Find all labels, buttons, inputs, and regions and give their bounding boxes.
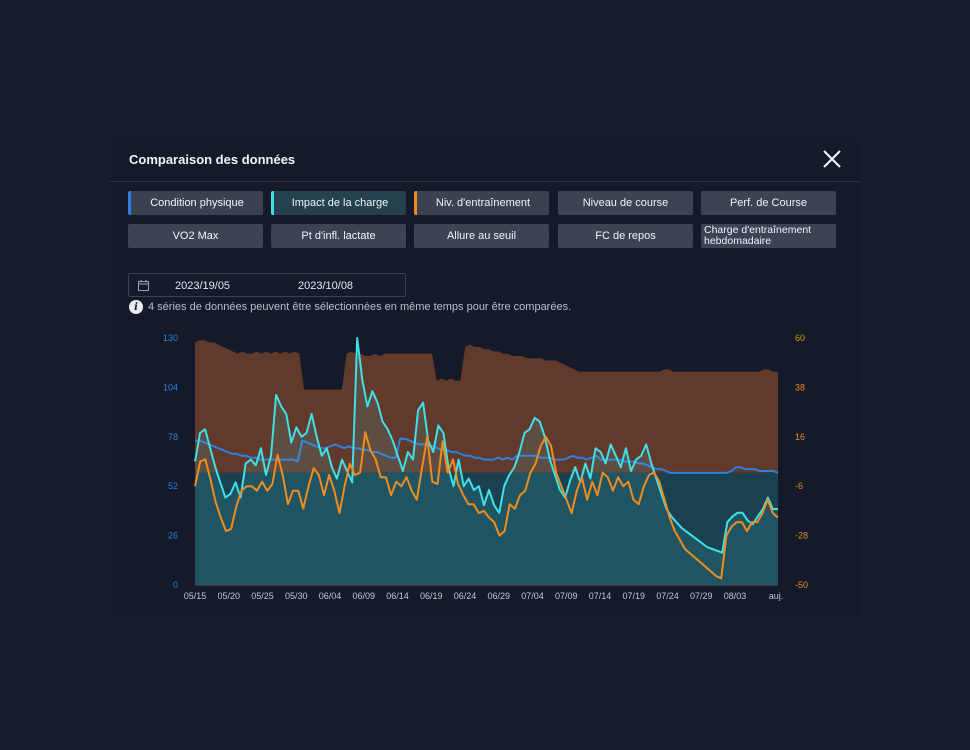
x-tick-label: 08/03 (724, 591, 747, 601)
filter-condition-physique[interactable]: Condition physique (128, 191, 263, 215)
filter-allure-au-seuil[interactable]: Allure au seuil (414, 224, 549, 248)
x-tick-label: 07/14 (589, 591, 612, 601)
filter-label: Condition physique (150, 196, 244, 209)
series-niv-entrainement-line (194, 431, 779, 580)
filter-niveau-de-course[interactable]: Niveau de course (558, 191, 693, 215)
filter-label: VO2 Max (172, 229, 219, 242)
y-left-tick-label: 78 (168, 432, 178, 442)
filter-label: Niveau de course (582, 196, 669, 209)
filter-vo2-max[interactable]: VO2 Max (128, 224, 263, 248)
x-tick-label: 07/09 (555, 591, 578, 601)
filter-label: Perf. de Course (729, 196, 808, 209)
info-text: 4 séries de données peuvent être sélecti… (148, 301, 572, 313)
filter-label: Allure au seuil (446, 229, 517, 242)
area-positive-region (195, 340, 778, 473)
filter-label: Impact de la charge (291, 196, 389, 209)
x-tick-label: 06/19 (420, 591, 443, 601)
x-tick-label: 07/19 (623, 591, 646, 601)
x-tick-label: 06/24 (454, 591, 477, 601)
filter-fc-de-repos[interactable]: FC de repos (558, 224, 693, 248)
header-divider (110, 181, 860, 182)
x-tick-label: 05/25 (251, 591, 274, 601)
modal-title: Comparaison des données (129, 152, 296, 167)
x-tick-label: 06/14 (386, 591, 409, 601)
filter-label: Charge d'entraînement hebdomadaire (704, 224, 812, 247)
calendar-icon (138, 280, 149, 291)
x-tick-label: 06/29 (488, 591, 511, 601)
info-note: i 4 séries de données peuvent être sélec… (129, 299, 571, 315)
y-right-tick-label: 38 (795, 382, 805, 392)
y-left-tick-label: 104 (163, 382, 178, 392)
x-tick-label: 07/04 (521, 591, 544, 601)
x-tick-label: 07/29 (690, 591, 713, 601)
info-icon: i (129, 300, 143, 314)
start-date[interactable]: 2023/19/05 (175, 280, 231, 292)
x-tick-label: 05/30 (285, 591, 308, 601)
filter-charge-entrainement-hebdomadaire[interactable]: Charge d'entraînement hebdomadaire (701, 224, 836, 248)
x-tick-label: 06/09 (353, 591, 376, 601)
x-tick-label: 06/04 (319, 591, 342, 601)
series-impact-charge-line-fill (195, 338, 778, 585)
series-condition-physique-line (195, 437, 779, 474)
series-impact-charge-line (194, 337, 778, 554)
y-left-tick-label: 0 (173, 580, 178, 590)
x-tick-label: auj. (769, 591, 784, 601)
x-tick-label: 05/15 (184, 591, 207, 601)
y-left-tick-label: 26 (168, 531, 178, 541)
y-right-tick-label: -50 (795, 580, 808, 590)
filter-pt-infl-lactate[interactable]: Pt d'infl. lactate (271, 224, 406, 248)
y-right-tick-label: -6 (795, 481, 803, 491)
filter-perf-de-course[interactable]: Perf. de Course (701, 191, 836, 215)
y-right-tick-label: -28 (795, 531, 808, 541)
filter-niv-entrainement[interactable]: Niv. d'entraînement (414, 191, 549, 215)
y-right-tick-label: 16 (795, 432, 805, 442)
close-icon[interactable] (821, 148, 843, 170)
y-left-tick-label: 130 (163, 333, 178, 343)
date-range-picker[interactable]: 2023/19/05 2023/10/08 (128, 273, 406, 297)
filter-impact-de-la-charge[interactable]: Impact de la charge (271, 191, 406, 215)
x-tick-label: 07/24 (656, 591, 679, 601)
filter-label: FC de repos (595, 229, 656, 242)
y-left-tick-label: 52 (168, 481, 178, 491)
x-tick-label: 05/20 (218, 591, 241, 601)
y-right-tick-label: 60 (795, 333, 805, 343)
filter-label: Niv. d'entraînement (435, 196, 531, 209)
end-date[interactable]: 2023/10/08 (298, 280, 354, 292)
filter-label: Pt d'infl. lactate (301, 229, 376, 242)
